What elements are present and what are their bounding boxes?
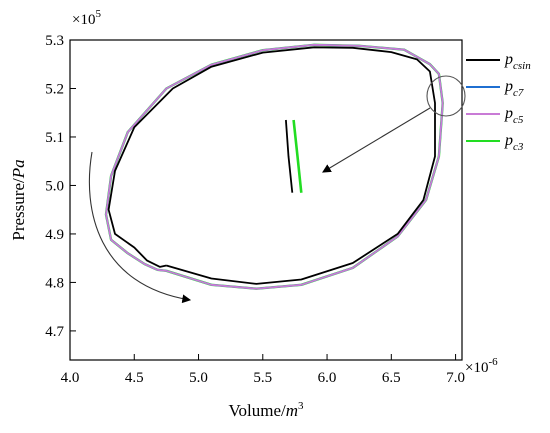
y-tick-label: 4.8 [45,275,64,291]
y-tick-label: 5.1 [45,130,64,146]
series-line-p-csin [107,46,436,285]
zoom-inset-line-green [292,119,303,193]
legend-label: pc5 [504,105,524,126]
x-tick-label: 5.5 [253,370,272,386]
plot-frame [69,39,463,361]
direction-arrow [88,151,192,304]
x-tick-label: 4.5 [125,370,144,386]
y-tick-label: 5.0 [45,178,64,194]
legend-label: pcsin [504,51,531,72]
zoom-inset [285,119,303,193]
axis-ticks: 4.0 4.5 5.0 5.5 6.0 6.5 7.0 4.7 4.8 4.9 5.0 5.1 5.2 5… [45,33,465,386]
legend-label: pc3 [504,132,524,153]
legend: pcsin pc7 pc5 pc3 [466,51,531,153]
y-tick-label: 5.2 [45,81,64,97]
y-tick-label: 4.7 [45,324,64,340]
y-tick-label: 5.3 [45,33,64,49]
legend-label: pc7 [504,78,524,99]
x-tick-label: 7.0 [446,370,465,386]
x-tick-label: 5.0 [189,370,208,386]
zoom-arrow [322,107,431,173]
zoom-circle [426,75,466,117]
series-line-p-c3 [104,43,444,290]
series-line-p-c7 [105,43,444,290]
x-axis-title: Volume/m3 [228,400,304,420]
y-multiplier: ×105 [72,8,101,28]
x-tick-label: 6.5 [382,370,401,386]
y-tick-label: 4.9 [45,227,64,243]
series-line-p-c5 [105,43,444,290]
x-tick-label: 6.0 [318,370,337,386]
x-tick-label: 4.0 [61,370,80,386]
x-multiplier: ×10-6 [465,356,498,376]
zoom-inset-line-black [285,119,294,193]
series-group [104,43,444,290]
y-axis-title: Pressure/Pa [9,159,28,240]
